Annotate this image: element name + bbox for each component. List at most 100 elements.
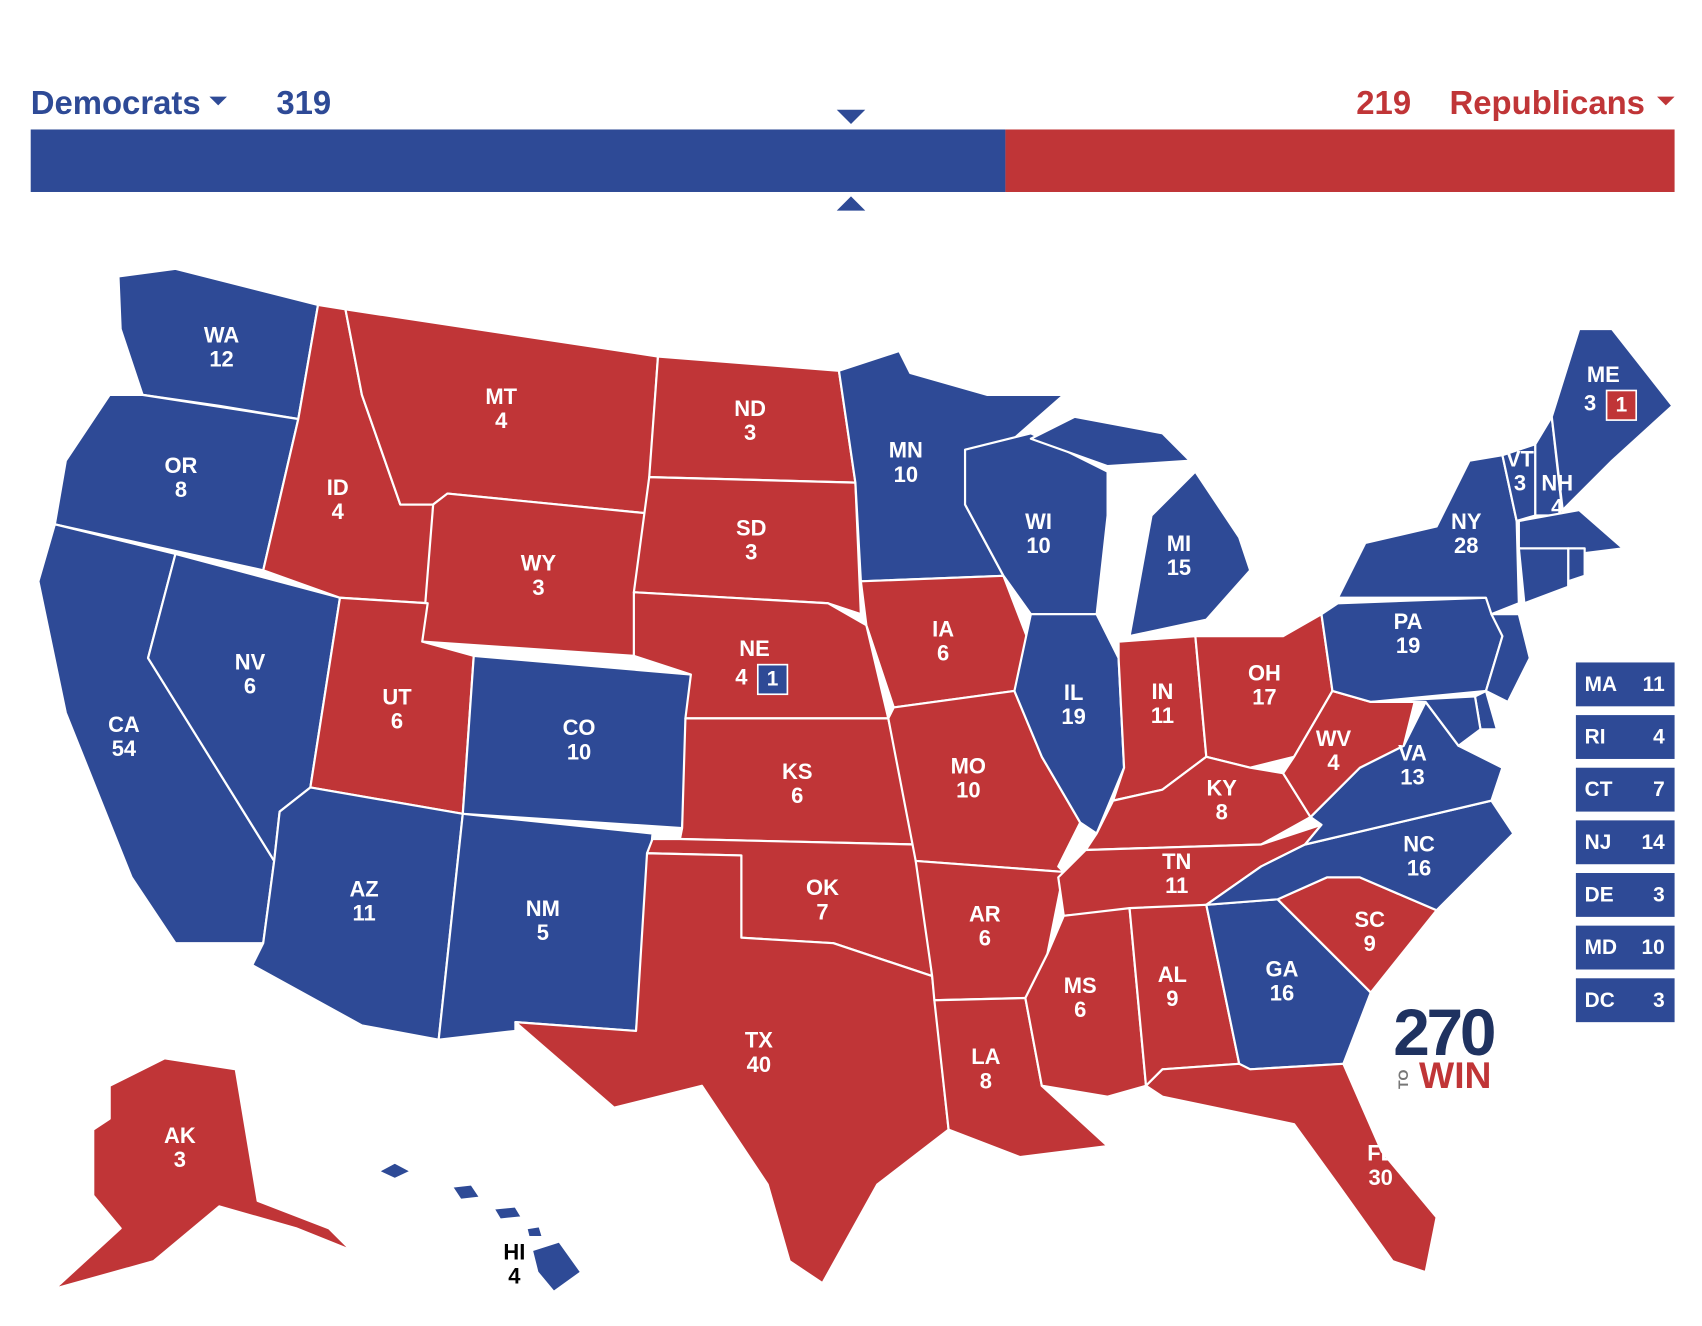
party-name[interactable]: Democrats [31,84,201,121]
small-state-button[interactable] [1575,662,1675,707]
district-box[interactable] [1605,389,1638,421]
state-votes: 30 [1368,1165,1392,1190]
threshold-marker-bottom [836,196,866,211]
district-votes: 1 [767,667,779,690]
state-shape[interactable] [1517,547,1570,605]
state-label: MA [1585,673,1617,696]
state-shape[interactable] [1144,1062,1438,1274]
state-shape[interactable] [450,1183,482,1201]
small-state-button[interactable] [1575,978,1675,1023]
state-label: VA [1398,740,1427,765]
state-shape[interactable] [1029,415,1191,468]
state-label: VT [1506,446,1535,471]
state-votes: 12 [209,347,233,372]
state-label: MI [1167,531,1191,556]
state-shape[interactable] [514,852,950,1285]
state-votes: 19 [1396,633,1420,658]
state-label: DC [1585,989,1615,1012]
state-label: AL [1158,962,1187,987]
us-map [37,267,1674,1294]
small-state-button[interactable] [1575,873,1675,917]
state-votes: 7 [816,899,828,924]
state-label: RI [1585,726,1606,749]
state-label: TX [745,1028,773,1053]
dropdown-caret[interactable] [209,96,227,106]
state-label: CT [1585,778,1613,801]
state-label: FL [1367,1141,1394,1166]
state-shape[interactable] [421,492,649,657]
state-label: NJ [1585,831,1612,854]
vote-bar [1005,129,1675,192]
state-shape[interactable] [1484,613,1531,704]
state-votes: 8 [1216,800,1228,825]
state-votes: 16 [1407,856,1431,881]
state-shape[interactable] [53,1057,353,1290]
state-label: WY [521,551,557,576]
state-label: NH [1541,471,1573,496]
state-shape[interactable] [1517,508,1625,555]
state-shape[interactable] [377,1161,413,1181]
state-votes: 3 [1653,884,1665,907]
state-label: LA [971,1044,1000,1069]
state-shape[interactable] [1369,695,1482,747]
state-votes: 4 [508,1263,521,1288]
state-label: AR [969,902,1001,927]
state-votes: 11 [1165,873,1188,898]
state-label: NE [739,636,769,661]
state-votes: 6 [791,783,803,808]
state-votes: 3 [174,1147,186,1172]
state-votes: 8 [175,477,187,502]
state-votes: 7 [1653,778,1665,801]
state-votes: 9 [1166,986,1178,1011]
state-label: TN [1162,849,1191,874]
state-votes: 6 [1074,997,1086,1022]
state-label: PA [1394,609,1423,634]
state-votes: 11 [352,900,375,925]
state-label: UT [382,684,412,709]
state-votes: 54 [112,736,137,761]
district-box[interactable] [756,663,789,696]
state-votes: 10 [1642,936,1665,959]
small-state-button[interactable] [1575,925,1675,970]
logo-number: 270 [1393,995,1494,1069]
state-votes: 3 [1653,989,1665,1012]
state-label: ND [734,396,766,421]
vote-bar [30,129,1006,192]
state-votes: 11 [1643,673,1665,696]
district-votes: 1 [1616,393,1628,416]
state-votes: 11 [1151,703,1174,728]
state-label: SC [1354,907,1385,932]
state-label: WV [1316,726,1352,751]
state-label: WA [204,323,239,348]
state-votes: 6 [391,709,403,734]
small-state-button[interactable] [1575,820,1675,865]
state-shape[interactable] [525,1225,544,1239]
dropdown-caret[interactable] [1657,96,1675,106]
state-shape[interactable] [632,476,862,616]
state-shape[interactable] [492,1205,524,1221]
state-votes: 10 [1026,533,1050,558]
state-shape[interactable] [1128,470,1252,638]
party-name[interactable]: Republicans [1450,84,1645,121]
state-label: IL [1064,680,1083,705]
state-label: OR [165,453,198,478]
state-label: MS [1064,973,1097,998]
state-shape[interactable] [530,1240,583,1294]
state-votes: 6 [979,926,991,951]
logo-to: TO [1396,1070,1412,1090]
small-state-button[interactable] [1575,715,1675,759]
state-votes: 8 [980,1068,992,1093]
state-votes: 17 [1252,684,1276,709]
state-shape[interactable] [1336,454,1520,616]
threshold-marker-top [836,109,866,124]
small-state-button[interactable] [1575,767,1675,812]
state-votes: 15 [1167,555,1191,580]
state-label: MD [1585,936,1617,959]
state-label: IA [932,616,954,641]
state-votes: 3 [532,575,544,600]
state-label: GA [1266,956,1299,981]
state-shape[interactable] [1567,547,1586,583]
state-label: OH [1248,660,1281,685]
state-label: ID [327,475,349,500]
state-votes: 4 [1327,750,1340,775]
